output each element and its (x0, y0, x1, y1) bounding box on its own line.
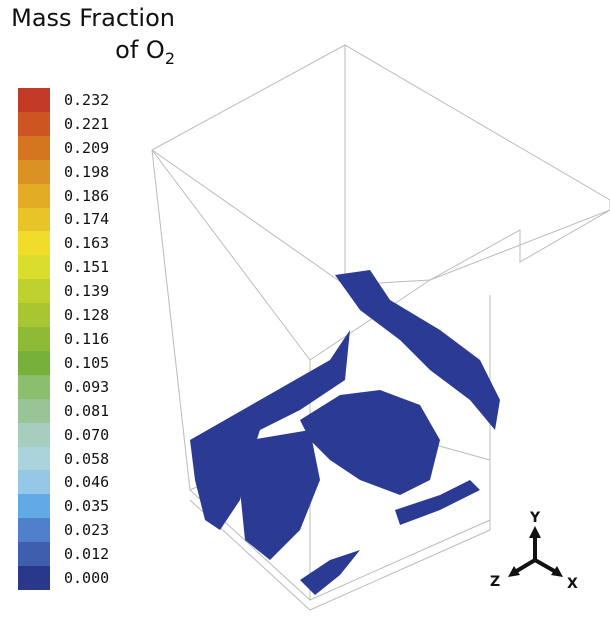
region (300, 550, 360, 595)
axis-x (535, 560, 556, 572)
geometry: Y Z X (0, 0, 610, 620)
axis-triad (508, 526, 563, 577)
figure: Mass Fraction of O2 0.2320.2210.2090.198… (0, 0, 610, 620)
edge (430, 210, 610, 280)
axis-label: Z (490, 574, 500, 590)
arrow (529, 526, 541, 538)
region (240, 430, 320, 560)
region (300, 390, 440, 495)
axis-label: Y (529, 510, 541, 526)
axis-label: X (567, 576, 578, 592)
edge (152, 150, 310, 360)
edge (152, 45, 610, 285)
axis-z (515, 560, 535, 572)
